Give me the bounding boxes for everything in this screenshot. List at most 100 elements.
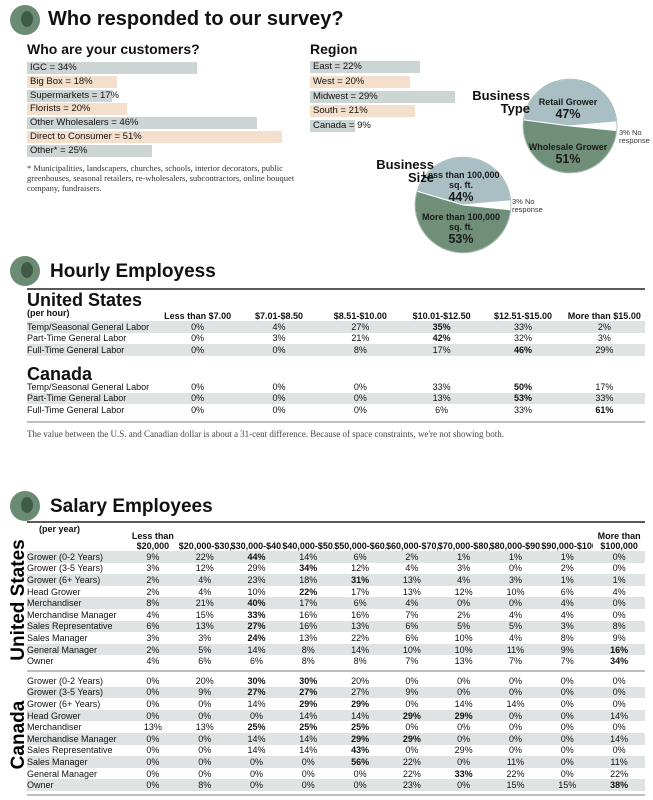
cell: 14% [454, 698, 473, 709]
cell: 0% [405, 675, 419, 686]
section-title: Salary Employees [50, 496, 213, 517]
cell: 0% [334, 779, 386, 791]
bar [310, 105, 415, 118]
cell: 15% [489, 779, 542, 791]
bar-row: East = 22% [310, 61, 570, 73]
cell: 0% [560, 745, 574, 756]
bar [27, 117, 257, 130]
cell: 2% [563, 321, 645, 333]
cell: 13% [334, 620, 386, 633]
bar-row: West = 20% [310, 75, 570, 88]
bar [27, 75, 117, 88]
table: (per year) Less than $20,000 $20,000-$30,0… [27, 524, 645, 667]
row-label: Sales Manager [27, 756, 127, 768]
cell: 14% [334, 709, 386, 722]
cell: 11% [593, 756, 645, 768]
cell: 4% [541, 597, 594, 609]
cell: 3% [541, 620, 594, 633]
cell: 14% [282, 551, 335, 563]
row: Full-Time General Labor 0% 0% 0% 6% 33% 61% [27, 404, 645, 416]
cell: 6% [560, 586, 574, 597]
pie-outline [414, 156, 512, 254]
cell: 8% [127, 597, 179, 609]
bar-label: Canada = 9% [313, 120, 371, 132]
cell: 14% [506, 698, 525, 709]
group-label: United States [8, 539, 29, 660]
row: Merchandise Manager 0% 0% 14% 14% 29% 29% 0% 0% 0… [27, 732, 645, 745]
bar-row: IGC = 34% [27, 62, 287, 74]
cell: 4% [508, 609, 522, 620]
cell: 0% [457, 722, 471, 733]
group-title: United States [27, 290, 143, 310]
bar-label: Big Box = 18% [30, 75, 93, 87]
row-label: Head Grower [27, 709, 127, 722]
row-label: Owner [27, 656, 54, 667]
cell: 14% [247, 698, 266, 709]
cell: 0% [301, 768, 315, 779]
cell: 3% [198, 632, 212, 643]
value-label: 53% [448, 232, 474, 246]
bar-row: Midwest = 29% [310, 90, 570, 103]
cell: 0% [489, 709, 542, 722]
cell: 29% [437, 709, 490, 722]
cell: 44% [230, 551, 283, 563]
cell: 0% [157, 392, 239, 404]
row: Grower (6+ Years) 0% 0% 14% 29% 29% 0% 14% 14% 0%… [27, 698, 645, 710]
bar-row: Other* = 25% [27, 144, 287, 157]
cell: 15% [541, 779, 594, 791]
cell: 16% [351, 609, 370, 620]
cell: 0% [437, 732, 490, 745]
cell: 12% [454, 586, 473, 597]
cell: 29% [247, 563, 266, 574]
row: Merchandise Manager 4% 15% 33% 16% 16% 7% 2% 4% 4… [27, 609, 645, 621]
cell: 0% [157, 344, 239, 356]
column-header: $90,000-$100,000 [541, 541, 593, 551]
bar-row: Other Wholesalers = 46% [27, 117, 287, 130]
bar-label: Direct to Consumer = 51% [30, 131, 142, 142]
cell: 0% [319, 392, 401, 404]
cell: 0% [198, 745, 212, 756]
cell: 0% [272, 404, 286, 415]
cell: 14% [230, 643, 283, 656]
column-header: $40,000-$50,000 [282, 541, 334, 551]
cell: 7% [405, 656, 419, 667]
value-label: 47% [555, 107, 581, 121]
cell: 33% [482, 321, 564, 333]
category-label: No response [619, 128, 650, 145]
cell: 0% [612, 722, 626, 733]
cell: 31% [334, 574, 386, 586]
cell: 0% [437, 597, 490, 609]
cell: 27% [230, 686, 283, 699]
cell: 17% [282, 597, 335, 609]
row-label: Sales Representative [27, 620, 127, 633]
cell: 25% [299, 722, 318, 733]
column-header: $20,000-$30,000 [178, 541, 231, 551]
row: Grower (3-5 Years) 0% 9% 27% 27% 27% 9% 0% 0% 0% 0… [27, 686, 645, 699]
cell: 6% [334, 551, 386, 563]
row-label: Temp/Seasonal General Labor [27, 321, 157, 333]
cell: 0% [457, 675, 471, 686]
cell: 0% [612, 745, 626, 756]
cell: 25% [351, 722, 370, 733]
cell: 0% [146, 675, 160, 686]
pie-outline [522, 78, 618, 174]
cell: 7% [405, 609, 419, 620]
pie-label: 3% No response [619, 129, 653, 145]
bar-label: West = 20% [313, 75, 365, 87]
note: The value between the U.S. and Canadian … [27, 429, 505, 439]
cell: 0% [541, 732, 594, 745]
category-label: Less than 100,000 sq. ft. [422, 170, 500, 190]
cell: 13% [195, 722, 214, 733]
cell: 0% [198, 698, 212, 709]
row-label: Sales Manager [27, 632, 88, 643]
cell: 10% [437, 643, 490, 656]
row-label: General Manager [27, 643, 127, 656]
row: General Manager 2% 5% 14% 8% 14% 10% 10% 11% 9% 16… [27, 643, 645, 656]
pie-label: Less than 100,000 sq. ft. 44% [416, 170, 506, 204]
cell: 61% [595, 404, 614, 415]
row-label: Sales Representative [27, 745, 113, 756]
cell: 8% [353, 656, 367, 667]
cell: 2% [146, 586, 160, 597]
cell: 34% [610, 656, 629, 667]
row: Part-Time General Labor 0% 0% 0% 13% 53% 33% [27, 392, 645, 404]
